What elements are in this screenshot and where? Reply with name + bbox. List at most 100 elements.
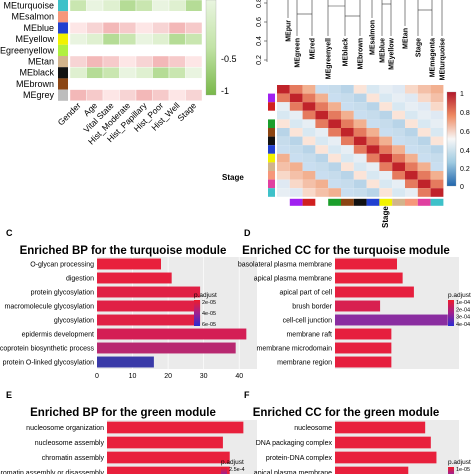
heatmap-bottom-color — [417, 198, 431, 206]
heatmap-cell — [379, 85, 393, 94]
heatmap-cell — [405, 85, 418, 94]
heatmap-cell — [341, 171, 354, 180]
heatmap-cell — [405, 188, 418, 197]
panel-a-colorbar: -0.5 -1 — [205, 0, 237, 96]
heatmap-cell — [353, 162, 367, 171]
panel-letter-f: F — [244, 390, 250, 400]
bar — [107, 451, 230, 464]
heatmap-cell — [302, 179, 316, 189]
heatmap-cell — [379, 119, 393, 128]
heatmap-cell — [69, 89, 87, 101]
heatmap-cell — [430, 171, 444, 180]
bar — [97, 314, 201, 326]
legend-tick: 3e-04 — [456, 315, 470, 321]
heatmap-cell — [341, 85, 354, 94]
module-label: MEbrown — [16, 79, 54, 89]
heatmap-side-color — [268, 102, 275, 111]
bar — [335, 300, 381, 312]
heatmap-cell — [353, 188, 367, 197]
heatmap-bottom-color — [302, 198, 316, 206]
heatmap-cell — [277, 93, 290, 103]
dendrogram-tick-label: 0.2 — [256, 55, 263, 65]
bar — [335, 421, 426, 434]
heatmap-cell — [302, 162, 316, 171]
heatmap-cell — [341, 128, 354, 137]
heatmap-cell — [86, 78, 104, 90]
heatmap-cell — [152, 33, 170, 45]
legend-tick: 1e-04 — [456, 300, 470, 306]
category-label: apical plasma membrane — [254, 276, 332, 283]
heatmap-row-label: Stage — [222, 173, 244, 182]
heatmap-cell — [379, 188, 393, 197]
heatmap-cell — [392, 93, 405, 103]
heatmap-cell — [152, 89, 170, 101]
dendrogram-leaf-label: MEbrown — [358, 38, 365, 70]
category-label: nucleosome organization — [26, 425, 104, 432]
heatmap-cell — [392, 179, 405, 189]
heatmap-cell — [185, 10, 203, 23]
heatmap-cell — [430, 188, 444, 197]
heatmap-cell — [277, 162, 290, 171]
dendrogram-leaf-label: MEyellow — [389, 37, 396, 69]
heatmap-bottom-color — [315, 198, 329, 206]
heatmap-cell — [405, 171, 418, 180]
x-tick-label: 20 — [164, 373, 172, 380]
heatmap-cell — [366, 110, 380, 120]
heatmap-cell — [135, 10, 153, 23]
heatmap-cell — [119, 10, 137, 23]
dendrogram-leaf-label: Stage — [416, 38, 423, 57]
heatmap-cell — [119, 55, 137, 68]
heatmap-cell — [302, 145, 316, 154]
heatmap-cell — [430, 110, 444, 120]
heatmap-cell — [69, 55, 87, 68]
heatmap-cell — [135, 0, 153, 12]
heatmap-cell — [86, 33, 104, 45]
heatmap-cell — [135, 33, 153, 45]
heatmap-cell — [353, 110, 367, 120]
heatmap-cell — [168, 89, 186, 101]
heatmap-cell — [302, 136, 316, 146]
category-label: membrane raft — [286, 332, 332, 339]
heatmap-cell — [168, 44, 186, 57]
heatmap-cell — [289, 119, 303, 128]
heatmap-bottom-color — [430, 198, 444, 206]
heatmap-cell — [353, 85, 367, 94]
heatmap-cell — [341, 153, 354, 163]
heatmap-cell — [366, 171, 380, 180]
heatmap-cell — [417, 93, 431, 103]
bar — [335, 286, 414, 298]
heatmap-cell — [328, 179, 341, 189]
heatmap-cell — [119, 66, 137, 79]
bar — [107, 466, 230, 474]
heatmap-cell — [289, 188, 303, 197]
heatmap-cell — [315, 136, 329, 146]
heatmap-cell — [86, 22, 104, 34]
heatmap-cell — [353, 128, 367, 137]
heatmap-cell — [405, 110, 418, 120]
module-label: MEgreenyellow — [0, 45, 54, 55]
heatmap-cell — [289, 93, 303, 103]
heatmap-cell — [168, 33, 186, 45]
heatmap-cell — [119, 0, 137, 12]
module-color-swatch — [58, 67, 68, 79]
heatmap-cell — [417, 128, 431, 137]
heatmap-cell — [430, 85, 444, 94]
module-color-swatch — [58, 22, 68, 34]
heatmap-cell — [185, 78, 203, 90]
heatmap-cell — [379, 162, 393, 171]
module-label: MEblue — [23, 23, 54, 33]
heatmap-cell — [152, 10, 170, 23]
heatmap-cell — [315, 188, 329, 197]
legend-gradient — [448, 467, 454, 474]
category-label: protein glycosylation — [31, 290, 95, 297]
heatmap-cell — [379, 128, 393, 137]
eigengene-adjacency-heatmap — [268, 85, 444, 206]
heatmap-bottom-color — [341, 198, 354, 206]
heatmap-cell — [379, 102, 393, 111]
category-label: protein-DNA complex — [266, 455, 333, 462]
x-tick-label: 30 — [200, 373, 208, 380]
heatmap-cell — [185, 89, 203, 101]
heatmap-cell — [86, 44, 104, 57]
heatmap-cell — [353, 102, 367, 111]
